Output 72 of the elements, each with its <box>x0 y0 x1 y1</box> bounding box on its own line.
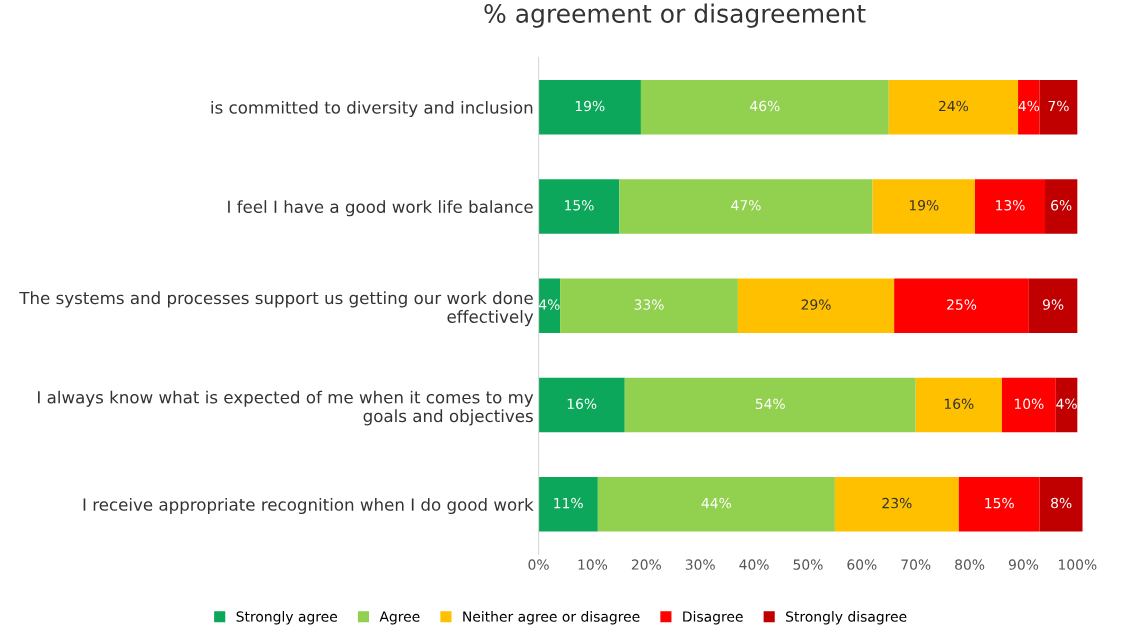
data-label: 29% <box>801 299 831 310</box>
legend-label: Neither agree or disagree <box>463 611 640 625</box>
bar <box>1045 179 1078 234</box>
bar <box>872 179 975 234</box>
x-tick-label: 0% <box>528 559 549 570</box>
bar <box>640 79 889 135</box>
bar <box>538 179 620 234</box>
legend-label: Strongly agree <box>236 611 338 625</box>
data-label: 15% <box>565 200 594 211</box>
data-label: 46% <box>750 100 780 112</box>
bar <box>974 179 1046 234</box>
bar <box>1018 79 1040 135</box>
data-label: 24% <box>939 100 969 112</box>
x-tick-label: 100% <box>1059 559 1097 570</box>
bar <box>560 278 738 334</box>
y-tick-label: I always know what is expected of me when it comes to my goals and objectives <box>38 390 534 426</box>
data-label: 7% <box>1048 100 1069 112</box>
x-tick-label: 30% <box>685 559 715 570</box>
y-tick-label: The systems and processes support us getting our work done effectively <box>19 291 534 327</box>
data-label: 47% <box>731 200 761 211</box>
x-tick-label: 50% <box>793 559 823 570</box>
bar <box>538 79 641 135</box>
data-label: 33% <box>634 299 664 310</box>
x-tick-label: 40% <box>739 559 769 570</box>
bar <box>538 477 598 532</box>
chart-title: % agreement or disagreement <box>484 3 866 28</box>
data-label: 10% <box>1014 398 1044 410</box>
bar <box>1028 278 1078 334</box>
data-label: 15% <box>985 497 1014 509</box>
legend-label: Disagree <box>683 611 743 625</box>
data-label: 8% <box>1051 497 1072 509</box>
legend-label: Agree <box>379 611 420 625</box>
data-label: 54% <box>755 398 785 410</box>
data-label: 11% <box>554 497 583 509</box>
bar <box>737 278 895 334</box>
data-label: 25% <box>947 299 977 310</box>
bar <box>597 477 835 532</box>
x-tick-label: 20% <box>631 559 661 570</box>
data-label: 19% <box>575 100 605 112</box>
data-label: 16% <box>944 398 974 410</box>
bar <box>1055 377 1078 433</box>
bar <box>894 278 1029 334</box>
y-tick-label: is committed to diversity and inclusion <box>211 100 533 118</box>
y-tick-label: I receive appropriate recognition when I do good work <box>83 497 534 515</box>
y-tick-label: I feel I have a good work life balance <box>228 200 533 217</box>
data-label: 4% <box>1018 100 1040 112</box>
bar <box>958 477 1040 532</box>
bar <box>624 377 916 433</box>
bar <box>619 179 873 234</box>
bar <box>915 377 1002 433</box>
bar <box>1039 477 1083 532</box>
data-label: 4% <box>539 299 560 310</box>
data-label: 23% <box>882 497 912 509</box>
data-label: 44% <box>701 497 732 509</box>
bar <box>538 278 561 334</box>
bar <box>888 79 1019 135</box>
x-tick-label: 60% <box>847 559 877 570</box>
data-label: 16% <box>567 398 597 410</box>
data-label: 9% <box>1042 299 1064 310</box>
data-label: 6% <box>1051 200 1072 211</box>
x-tick-label: 90% <box>1008 559 1039 570</box>
bar <box>834 477 959 532</box>
legend-label: Strongly disagree <box>786 611 907 625</box>
x-tick-label: 70% <box>901 559 931 570</box>
bar <box>1039 79 1078 135</box>
x-tick-label: 10% <box>578 559 608 570</box>
data-label: 13% <box>996 200 1025 211</box>
x-tick-label: 80% <box>955 559 985 570</box>
data-label: 19% <box>909 200 939 211</box>
data-label: 4% <box>1056 398 1077 410</box>
bar <box>1001 377 1056 433</box>
bar <box>538 377 625 433</box>
